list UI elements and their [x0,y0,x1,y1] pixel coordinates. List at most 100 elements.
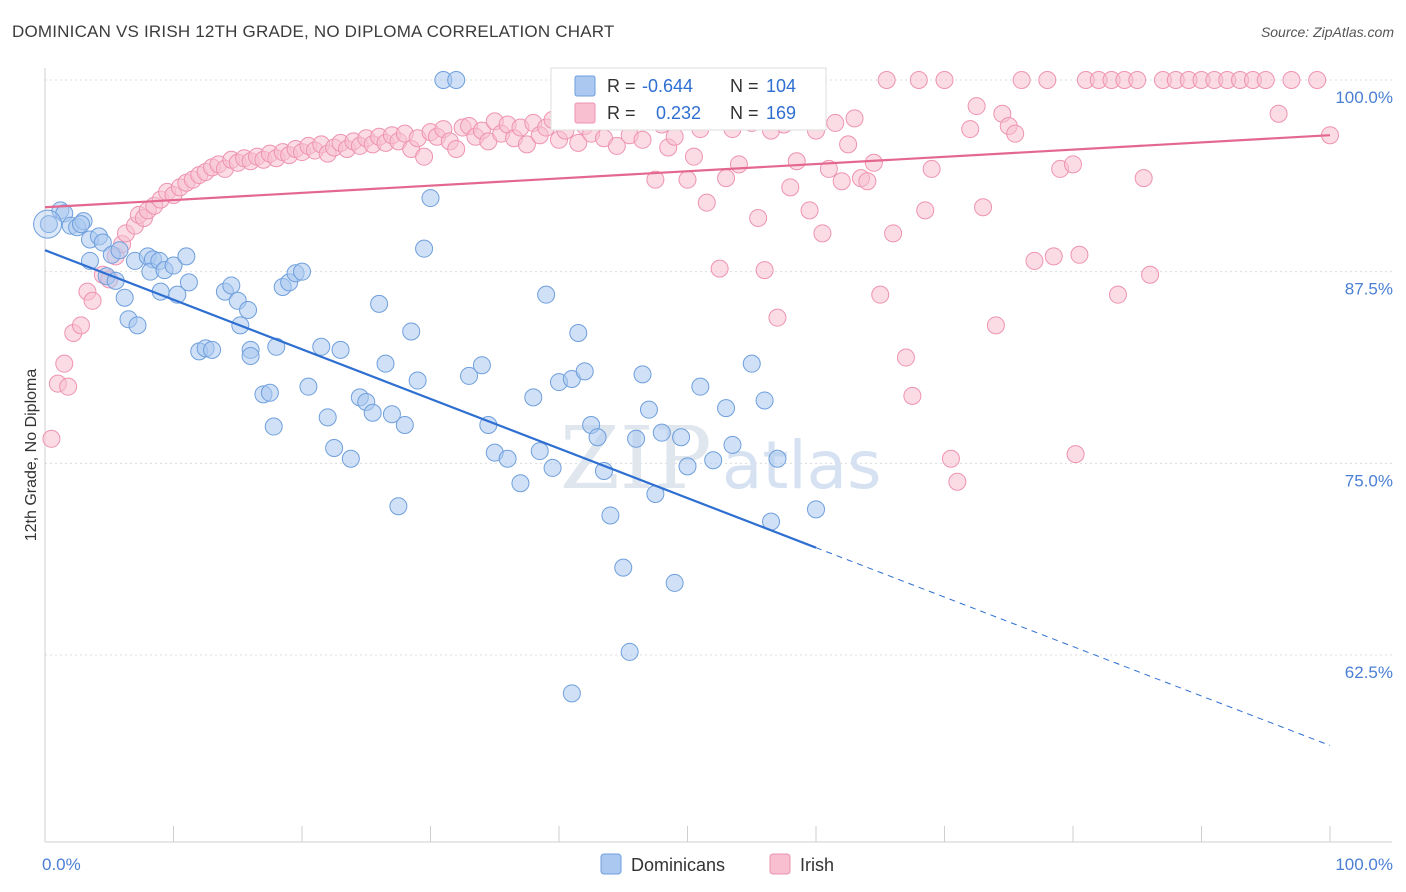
irish-r-label: R = [607,103,636,123]
dominicans-point [807,500,825,519]
irish-point [646,170,665,189]
irish-point [909,71,928,89]
tick-labels: 100.0% 87.5% 75.0% 62.5% 0.0% 100.0% [42,88,1393,874]
dominicans-trend-line [44,249,817,549]
irish-point [415,147,434,166]
irish-point [768,308,787,327]
irish-swatch [574,102,596,124]
dominicans-point [331,340,350,359]
irish-point [1064,155,1082,174]
irish-point [826,113,845,132]
legend-dominicans-swatch [600,853,622,875]
irish-point [1012,71,1031,89]
irish-point [961,120,980,139]
legend-dominicans-label: Dominicans [631,855,725,875]
irish-point [941,449,960,468]
dominicans-point [402,322,421,341]
irish-point [839,135,858,154]
irish-point [717,169,736,188]
irish-point [858,172,877,191]
stats-legend-frame [550,67,827,131]
irish-point [813,224,832,243]
stats-legend: R = -0.644 N = 104 R = 0.232 N = 169 [550,67,827,131]
dominicans-point [543,458,562,477]
irish-point [569,133,588,152]
dominicans-point [627,429,646,448]
irish-trend-line [44,134,1331,209]
irish-point [1308,71,1327,89]
dominicans-point [110,241,129,260]
dominicans-point [639,400,658,419]
legend-irish-swatch [769,853,791,875]
dominicans-point [93,233,112,252]
irish-point [1070,245,1089,264]
dominicans-point [370,294,389,313]
irish-point [710,259,729,278]
dominicans-point [498,449,517,468]
dominicans-point [768,449,787,468]
irish-point [896,348,915,367]
irish-point [800,201,819,220]
dominicans-point [318,408,337,427]
dominicans-point [177,247,196,266]
irish-point [1108,285,1127,304]
dominicans-point [717,399,736,418]
irish-point [922,159,941,178]
irish-point [948,472,967,491]
irish-point [967,97,986,116]
irish-point [974,198,993,217]
dominicans-point [601,506,620,525]
irish-point [697,193,716,212]
y-tick-label-0: 100.0% [1335,88,1393,107]
irish-point [986,316,1005,335]
irish-point [59,377,78,396]
dominicans-point [341,449,360,468]
y-tick-label-2: 75.0% [1345,471,1393,490]
dominicans-point [389,497,408,516]
dominicans-point [678,457,697,476]
dominicans-point [537,285,556,304]
irish-point [755,261,774,280]
irish-point [42,429,61,448]
dominicans-point [260,383,279,402]
irish-point [1038,71,1057,89]
dominicans-point [299,377,318,396]
irish-point [1025,251,1044,270]
dominicans-point [395,416,414,434]
x-tick-label-1: 100.0% [1335,855,1393,874]
irish-point [1256,71,1275,89]
irish-point [1066,445,1085,464]
dominicans-n-label: N = [730,76,759,96]
dominicans-point [460,366,479,385]
irish-point [819,159,838,178]
irish-point [935,71,954,89]
dominicans-point [723,435,742,454]
irish-point [1134,169,1153,188]
irish-point [877,71,896,89]
dominicans-point [575,362,594,381]
irish-point [832,172,851,191]
dominicans-trend-extension [815,547,1331,746]
irish-point [916,201,935,220]
irish-point [871,285,890,304]
dominicans-point [382,405,401,424]
dominicans-point [312,337,331,356]
dominicans-point [164,256,183,275]
dominicans-series [33,71,825,703]
axes [44,68,1392,843]
dominicans-point [665,573,684,592]
source-label: Source: ZipAtlas.com [1260,24,1394,40]
irish-point [884,224,903,243]
irish-n-value: 169 [766,103,796,123]
dominicans-r-value: -0.644 [642,76,693,96]
dominicans-point [691,377,710,396]
trend-lines [44,134,1331,746]
x-tick-label-0: 0.0% [42,855,81,874]
dominicans-point [755,391,774,410]
dominicans-point [71,215,90,234]
irish-point [684,147,703,166]
dominicans-point [472,356,491,375]
dominicans-point [562,684,581,703]
irish-point [1128,71,1147,89]
